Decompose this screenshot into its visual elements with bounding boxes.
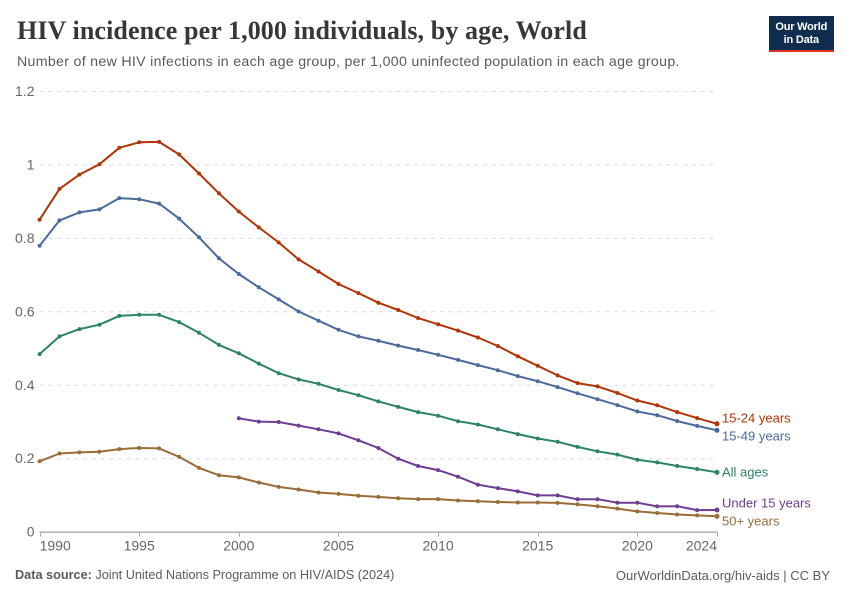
svg-text:15-24 years: 15-24 years: [722, 411, 791, 426]
svg-text:1.2: 1.2: [15, 83, 35, 99]
svg-text:2024: 2024: [686, 538, 717, 554]
svg-text:2005: 2005: [323, 538, 354, 554]
svg-text:0: 0: [27, 524, 35, 540]
svg-text:OurWorldinData.org/hiv-aids |: OurWorldinData.org/hiv-aids | CC BY: [616, 568, 830, 583]
svg-text:1: 1: [27, 157, 35, 173]
svg-text:Data source: Joint United Nati: Data source: Joint United Nations Progra…: [15, 568, 394, 582]
svg-text:1990: 1990: [40, 538, 71, 554]
svg-text:2020: 2020: [622, 538, 653, 554]
svg-text:Under 15 years: Under 15 years: [722, 496, 811, 511]
svg-text:Number of new HIV infections i: Number of new HIV infections in each age…: [17, 54, 680, 70]
svg-text:All ages: All ages: [722, 465, 769, 480]
svg-text:1995: 1995: [124, 538, 155, 554]
svg-text:HIV incidence per 1,000 indivi: HIV incidence per 1,000 individuals, by …: [17, 16, 587, 45]
svg-text:2000: 2000: [223, 538, 254, 554]
svg-text:2015: 2015: [522, 538, 553, 554]
svg-text:0.6: 0.6: [15, 303, 35, 319]
svg-text:2010: 2010: [423, 538, 454, 554]
svg-text:0.8: 0.8: [15, 230, 35, 246]
svg-text:0.2: 0.2: [15, 450, 35, 466]
svg-text:0.4: 0.4: [15, 377, 35, 393]
svg-text:15-49 years: 15-49 years: [722, 429, 791, 444]
svg-text:50+ years: 50+ years: [722, 514, 780, 529]
